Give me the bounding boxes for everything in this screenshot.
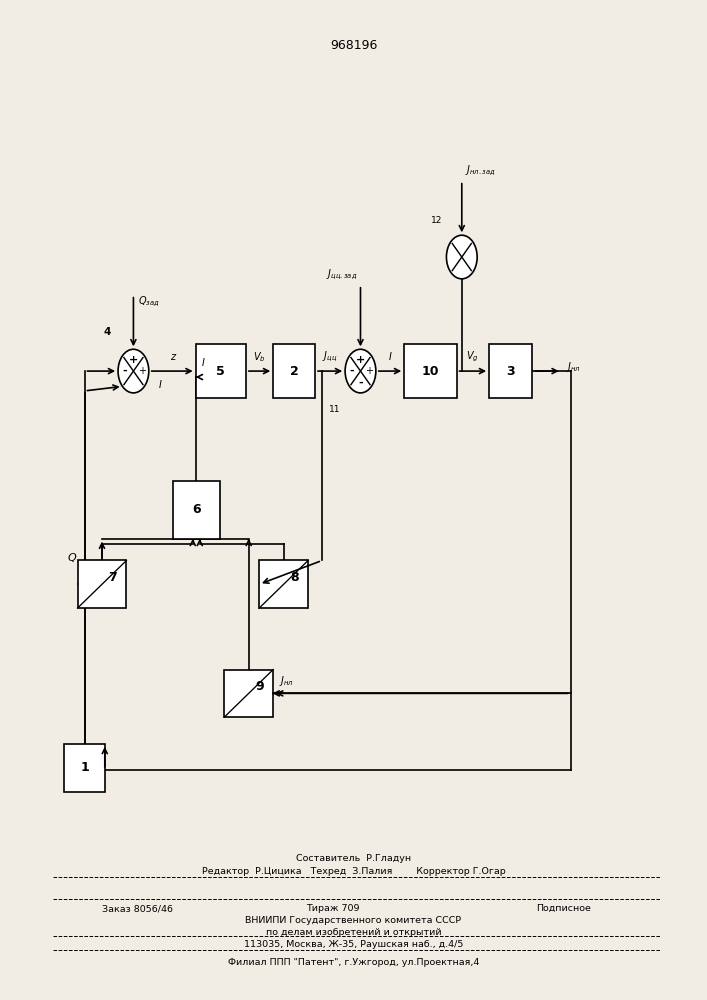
Text: $J_{нл.зад}$: $J_{нл.зад}$ — [465, 163, 496, 178]
Text: -: - — [122, 366, 127, 376]
Bar — [78, 560, 127, 608]
Text: Филиал ППП "Патент", г.Ужгород, ул.Проектная,4: Филиал ППП "Патент", г.Ужгород, ул.Проек… — [228, 958, 479, 967]
Bar — [64, 744, 105, 792]
Bar — [273, 344, 315, 398]
Text: 3: 3 — [506, 365, 515, 378]
Text: 11: 11 — [329, 405, 341, 414]
Text: 2: 2 — [290, 365, 298, 378]
Text: +: + — [138, 366, 146, 376]
Text: 7: 7 — [108, 571, 117, 584]
Text: I: I — [389, 352, 392, 362]
Text: I: I — [158, 380, 161, 390]
Text: $J_{нл}$: $J_{нл}$ — [566, 360, 581, 374]
Text: 12: 12 — [431, 216, 443, 225]
Text: I: I — [202, 358, 205, 368]
Text: $J_{нл}$: $J_{нл}$ — [279, 674, 294, 688]
Text: Q: Q — [67, 553, 76, 563]
Text: Тираж 709: Тираж 709 — [306, 904, 359, 913]
Text: ВНИИПИ Государственного комитета СССР: ВНИИПИ Государственного комитета СССР — [245, 916, 462, 925]
Text: Редактор  Р.Цицика   Техред  З.Палия        Корректор Г.Огар: Редактор Р.Цицика Техред З.Палия Коррект… — [201, 867, 506, 876]
Text: 4: 4 — [104, 327, 111, 337]
Text: по делам изобретений и открытий: по делам изобретений и открытий — [266, 928, 441, 937]
Text: $Q_{зад}$: $Q_{зад}$ — [138, 295, 159, 309]
Text: Подписное: Подписное — [536, 904, 590, 913]
Text: Заказ 8056/46: Заказ 8056/46 — [102, 904, 173, 913]
Circle shape — [118, 349, 148, 393]
Bar — [404, 344, 457, 398]
Text: 10: 10 — [421, 365, 439, 378]
Bar — [259, 560, 308, 608]
Text: +: + — [356, 355, 365, 365]
Text: Составитель  Р.Гладун: Составитель Р.Гладун — [296, 854, 411, 863]
Bar — [224, 670, 273, 717]
Circle shape — [446, 235, 477, 279]
Text: 1: 1 — [80, 761, 89, 774]
Text: -: - — [350, 366, 354, 376]
Bar — [489, 344, 532, 398]
Text: 9: 9 — [255, 680, 264, 693]
Bar — [196, 344, 246, 398]
Text: z: z — [170, 352, 175, 362]
Circle shape — [345, 349, 376, 393]
Text: 6: 6 — [192, 503, 201, 516]
Text: $V_b$: $V_b$ — [253, 350, 266, 364]
Text: 113035, Москва, Ж-35, Раушская наб., д.4/5: 113035, Москва, Ж-35, Раушская наб., д.4… — [244, 940, 463, 949]
Text: +: + — [129, 355, 138, 365]
Text: $J_{цц}$: $J_{цц}$ — [322, 350, 338, 364]
Text: 968196: 968196 — [329, 39, 378, 52]
Text: $J_{цц.зад}$: $J_{цц.зад}$ — [327, 267, 358, 282]
Text: $V_g$: $V_g$ — [467, 350, 479, 364]
Text: +: + — [365, 366, 373, 376]
Bar — [173, 481, 220, 539]
Text: -: - — [358, 377, 363, 387]
Text: 8: 8 — [290, 571, 298, 584]
Text: 5: 5 — [216, 365, 225, 378]
